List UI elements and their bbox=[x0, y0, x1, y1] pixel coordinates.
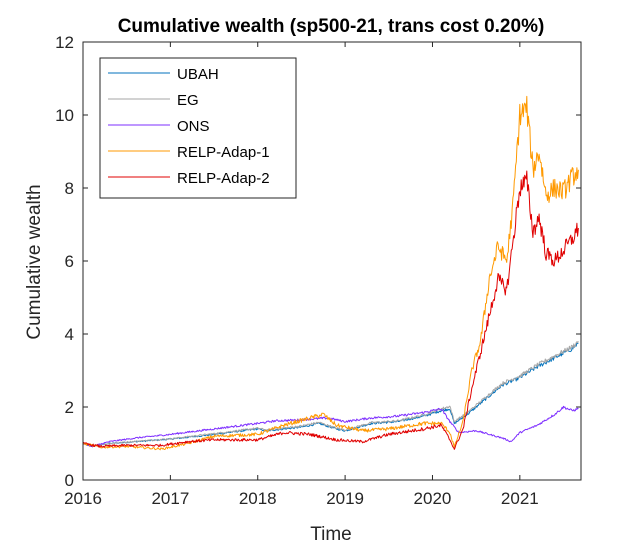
y-tick-label: 12 bbox=[55, 33, 74, 52]
plot-area: 2016 2017 2018 2019 2020 2021 0 2 4 6 8 10 12 UBAH EG O… bbox=[55, 33, 582, 508]
y-tick-label: 2 bbox=[65, 398, 74, 417]
x-tick-label: 2020 bbox=[414, 489, 452, 508]
chart-title: Cumulative wealth (sp500-21, trans cost … bbox=[118, 16, 545, 37]
legend-label-relp-adap-2: RELP-Adap-2 bbox=[177, 170, 270, 187]
y-tick-label: 6 bbox=[65, 252, 74, 271]
x-tick-label: 2018 bbox=[239, 489, 277, 508]
x-tick-label: 2019 bbox=[326, 489, 364, 508]
x-tick-label: 2021 bbox=[501, 489, 539, 508]
y-tick-label: 8 bbox=[65, 179, 74, 198]
series-line-eg bbox=[82, 341, 579, 447]
legend-box bbox=[99, 57, 297, 199]
y-tick-label: 0 bbox=[65, 471, 74, 490]
y-tick-label: 4 bbox=[65, 325, 74, 344]
series-line-relp-adap-1 bbox=[82, 95, 579, 451]
legend-label-ubah: UBAH bbox=[177, 66, 219, 83]
y-tick-label: 10 bbox=[55, 106, 74, 125]
legend-label-ons: ONS bbox=[177, 118, 210, 135]
x-tick-label: 2017 bbox=[151, 489, 189, 508]
x-tick-label: 2016 bbox=[64, 489, 102, 508]
legend-label-eg: EG bbox=[177, 92, 199, 109]
y-axis-label: Cumulative wealth bbox=[24, 184, 45, 339]
x-axis-label: Time bbox=[310, 524, 352, 545]
series-line-relp-adap-2 bbox=[82, 170, 579, 450]
legend-label-relp-adap-1: RELP-Adap-1 bbox=[177, 144, 270, 161]
